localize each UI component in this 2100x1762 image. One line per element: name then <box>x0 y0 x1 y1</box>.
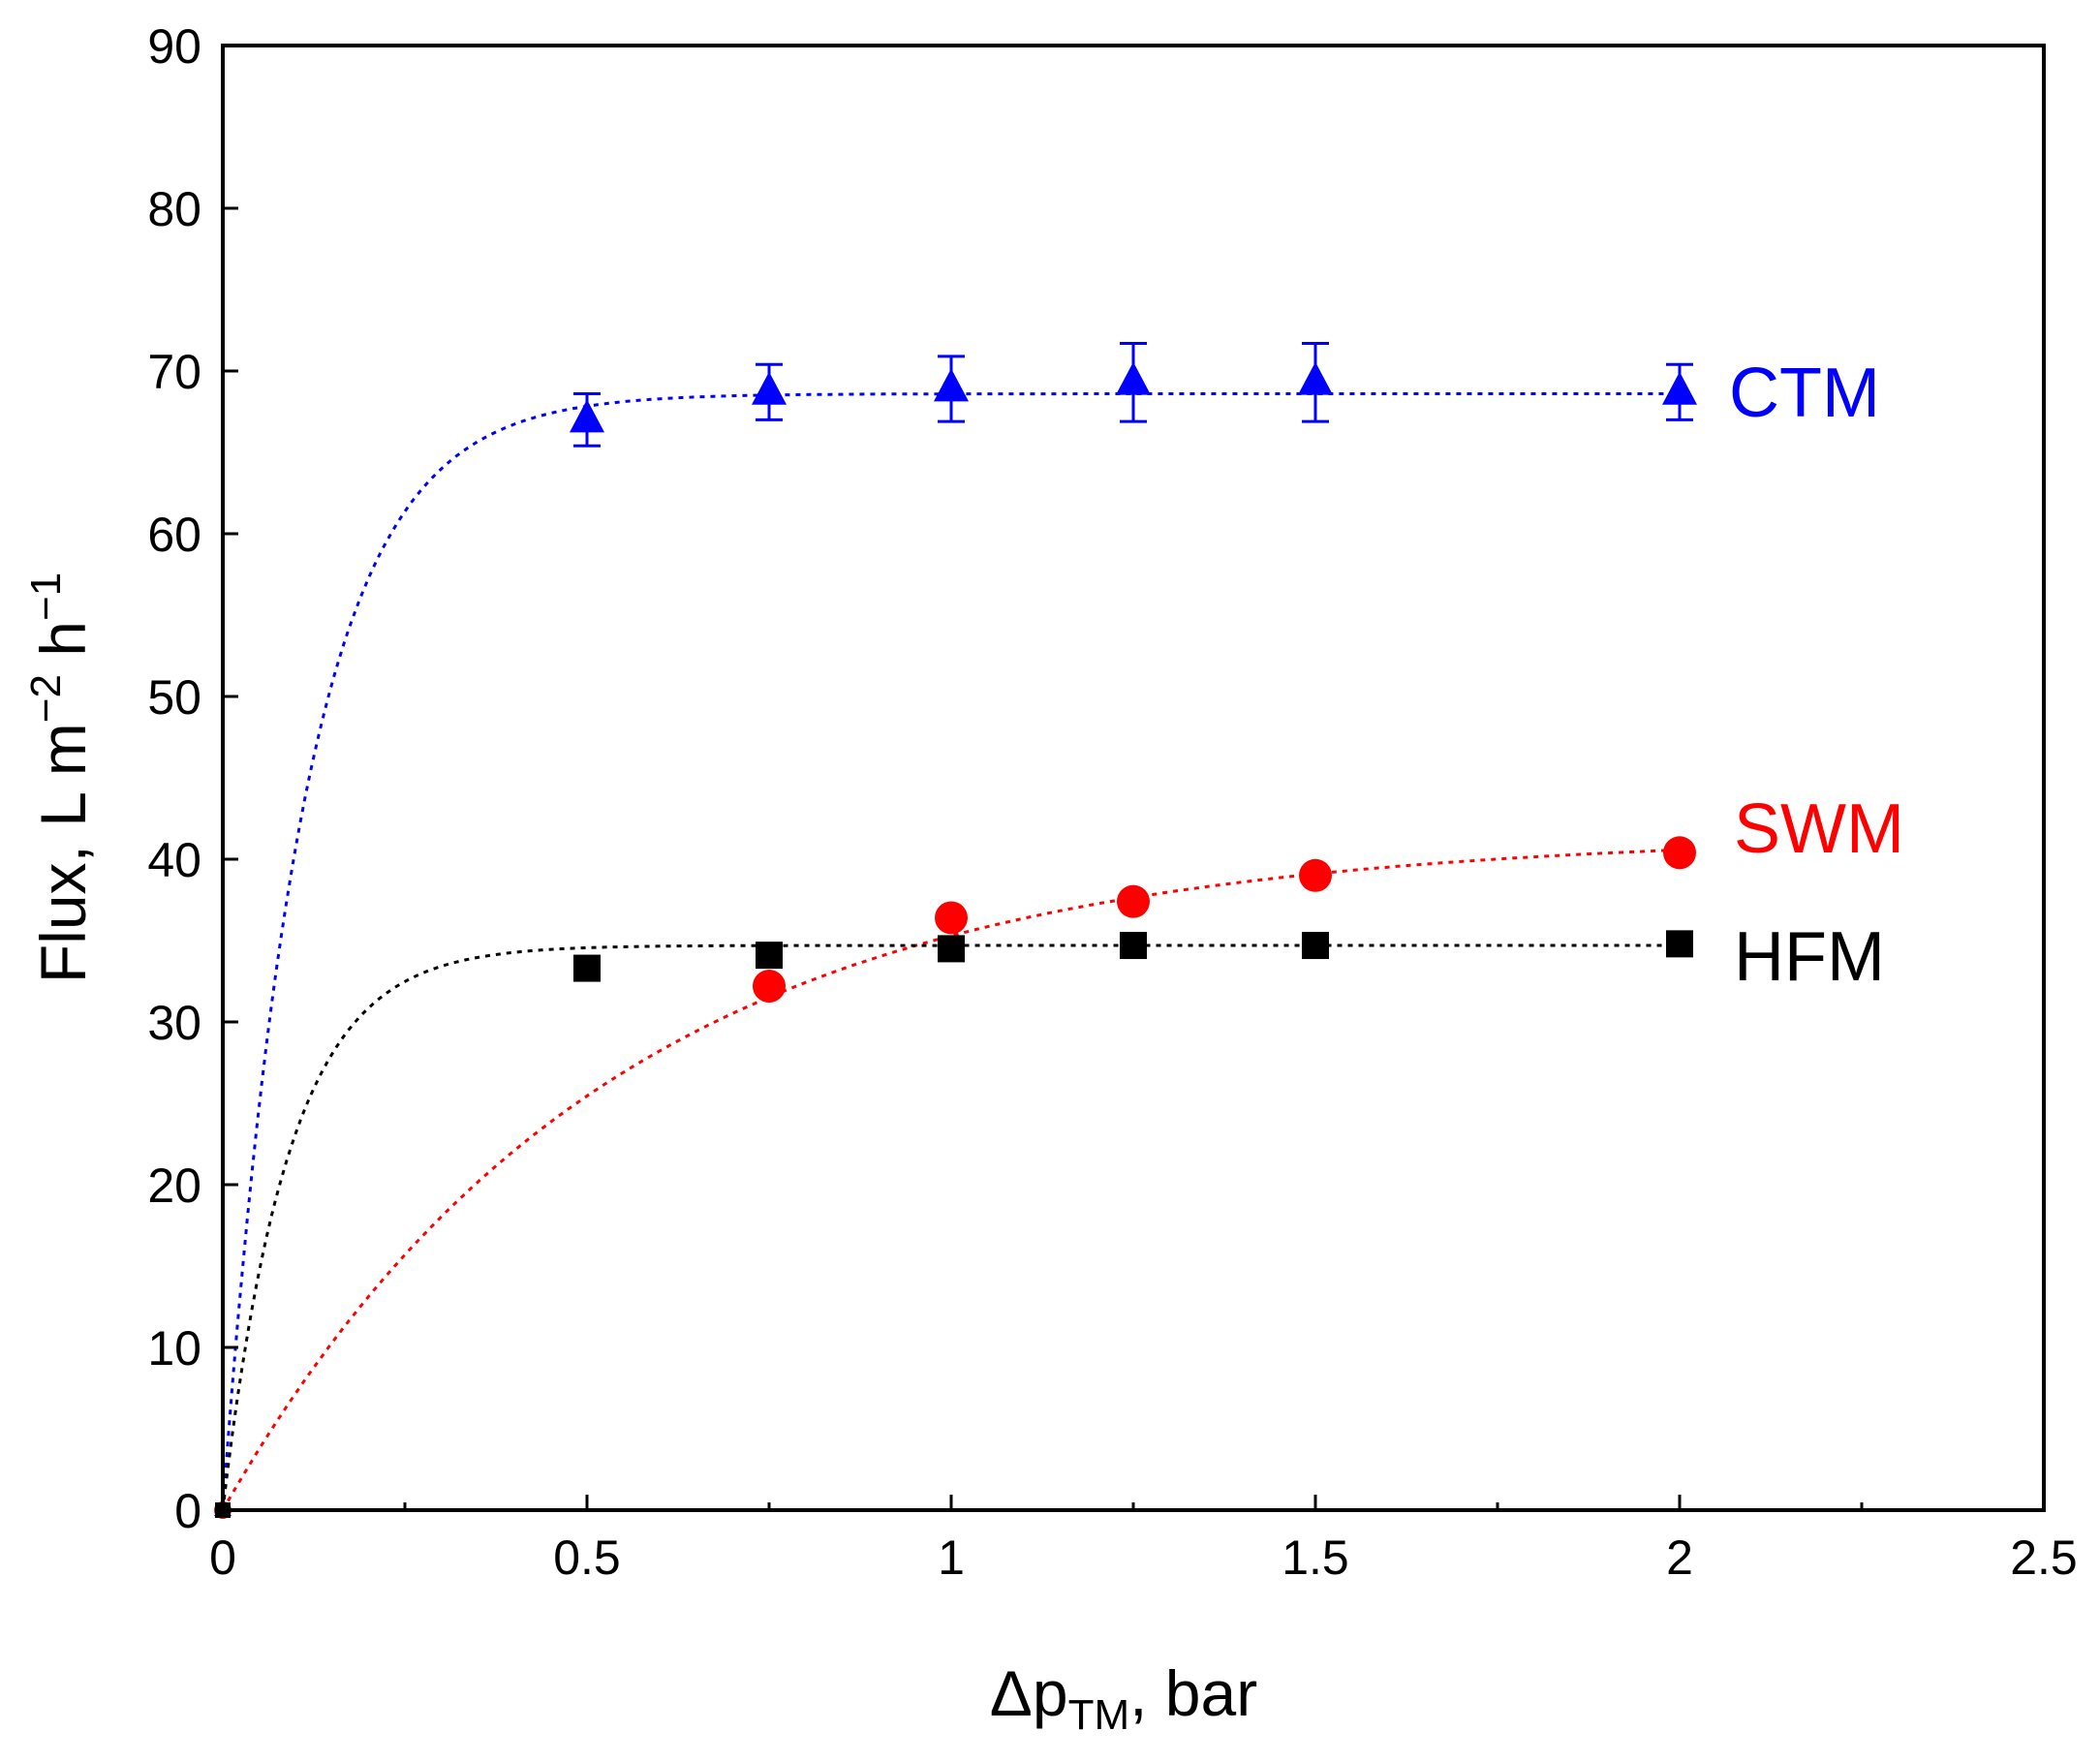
y-tick-label: 40 <box>147 833 201 887</box>
data-points <box>214 341 1697 1519</box>
y-axis-title: Flux, L m−2 h−1 <box>22 572 99 983</box>
x-axis-symbol: Δp <box>990 1657 1068 1729</box>
x-axis-suffix: , bar <box>1129 1657 1257 1729</box>
x-tick-label: 2 <box>1666 1530 1693 1585</box>
point-swm <box>1117 884 1150 918</box>
y-axis-mid: h <box>27 621 99 674</box>
y-axis-exp2: −1 <box>22 572 70 621</box>
point-hfm <box>573 954 601 982</box>
x-tick-label: 0 <box>209 1530 236 1585</box>
y-tick-label: 80 <box>147 182 201 236</box>
y-tick-label: 30 <box>147 996 201 1050</box>
y-tick-label: 60 <box>147 508 201 562</box>
y-axis-base: Flux, L m <box>27 723 99 983</box>
x-tick-label: 0.5 <box>553 1530 621 1585</box>
point-ctm <box>934 368 969 402</box>
point-hfm <box>1302 932 1329 960</box>
y-tick-label: 20 <box>147 1159 201 1213</box>
y-tick-label: 50 <box>147 670 201 725</box>
point-swm <box>1663 836 1696 870</box>
point-hfm <box>938 935 965 963</box>
x-tick-label: 1.5 <box>1282 1530 1349 1585</box>
point-ctm <box>752 371 787 405</box>
x-axis-subscript: TM <box>1068 1691 1130 1739</box>
series-label-hfm: HFM <box>1734 918 1885 996</box>
x-tick-label: 1 <box>938 1530 965 1585</box>
point-swm <box>753 970 786 1004</box>
series-label-swm: SWM <box>1734 790 1904 868</box>
axis-ticks: 0 0.5 1 1.5 2 2.5 0 10 20 30 40 50 60 70 80 90 <box>147 19 2077 1585</box>
y-tick-label: 90 <box>147 19 201 74</box>
point-ctm <box>1662 371 1697 405</box>
y-tick-label: 10 <box>147 1321 201 1376</box>
y-axis-exp1: −2 <box>22 674 70 723</box>
point-hfm <box>1666 930 1693 958</box>
fit-curve-ctm <box>221 392 1680 1511</box>
x-axis-title: ΔpTM, bar <box>990 1657 1257 1739</box>
fit-curve-hfm <box>221 943 1680 1511</box>
series-label-ctm: CTM <box>1729 355 1880 432</box>
y-tick-label: 70 <box>147 345 201 399</box>
point-ctm <box>570 399 604 433</box>
point-swm <box>935 901 968 935</box>
point-hfm <box>756 942 783 970</box>
x-tick-label: 2.5 <box>2010 1530 2078 1585</box>
point-hfm <box>1120 932 1147 960</box>
point-ctm <box>1298 361 1333 395</box>
y-tick-label: 0 <box>174 1484 201 1538</box>
point-ctm <box>1116 361 1151 395</box>
point-swm <box>1299 858 1332 892</box>
fit-curves <box>221 392 1681 1511</box>
